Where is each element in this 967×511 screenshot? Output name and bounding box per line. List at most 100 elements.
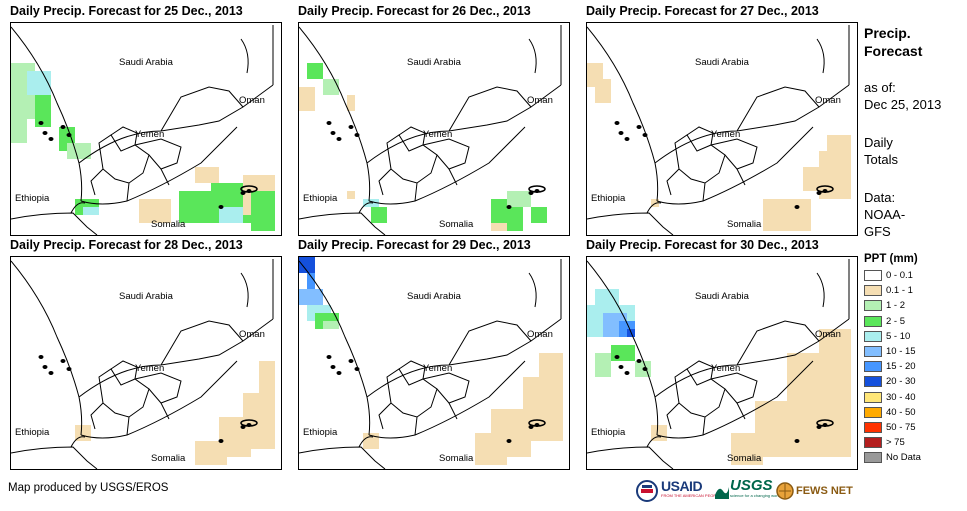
legend-label: > 75 xyxy=(886,437,905,449)
precip-cell xyxy=(83,207,99,215)
asof-label: as of: xyxy=(864,80,896,95)
legend-swatch xyxy=(864,285,882,297)
precip-cell xyxy=(299,289,323,305)
island-mark xyxy=(348,359,354,363)
label-ethiopia: Ethiopia xyxy=(15,193,50,204)
label-ethiopia: Ethiopia xyxy=(303,193,338,204)
legend-item: 30 - 40 xyxy=(864,390,921,405)
asof-date: Dec 25, 2013 xyxy=(864,97,942,112)
island-mark xyxy=(506,205,512,209)
boundary-line xyxy=(736,402,746,420)
precip-cell xyxy=(299,257,315,273)
label-yemen: Yemen xyxy=(711,363,741,374)
legend: PPT (mm) 0 - 0.1 0.1 - 1 1 - 2 2 - 5 5 - 10 1… xyxy=(864,253,921,465)
boundary-line xyxy=(378,402,392,430)
panel-title-3: Daily Precip. Forecast for 27 Dec., 2013 xyxy=(586,4,819,18)
island-mark xyxy=(218,439,224,443)
legend-label: 50 - 75 xyxy=(886,421,916,433)
island-mark xyxy=(42,131,48,135)
boundary-line xyxy=(126,182,130,202)
fewsnet-globe-icon xyxy=(776,482,794,500)
legend-title: PPT (mm) xyxy=(864,253,918,265)
island-mark xyxy=(326,355,332,359)
socotra-island xyxy=(528,185,546,193)
legend-swatch xyxy=(864,315,882,327)
panel-title-6: Daily Precip. Forecast for 30 Dec., 2013 xyxy=(586,238,819,252)
boundary-line xyxy=(11,212,98,235)
island-mark xyxy=(354,367,360,371)
precip-cell xyxy=(595,87,611,103)
boundary-line xyxy=(358,202,374,214)
socotra-island xyxy=(240,419,258,427)
legend-item: 1 - 2 xyxy=(864,298,921,313)
boundary-line xyxy=(90,168,104,196)
precip-cell xyxy=(507,191,531,207)
boundary-line xyxy=(448,320,532,366)
boundary-line xyxy=(299,446,386,469)
forecast-map-5: Saudi Arabia Oman Yemen Ethiopia Somalia xyxy=(298,256,570,470)
boundary-line xyxy=(368,360,526,439)
map-canvas xyxy=(587,259,851,469)
boundary-line xyxy=(11,260,83,436)
map-canvas xyxy=(299,25,562,235)
boundary-line xyxy=(587,446,674,469)
precip-cell xyxy=(219,207,243,223)
legend-swatch xyxy=(864,391,882,403)
panel-title-1: Daily Precip. Forecast for 25 Dec., 2013 xyxy=(10,4,243,18)
boundary-line xyxy=(90,402,104,430)
boundary-line xyxy=(666,168,680,196)
boundary-line xyxy=(710,138,758,170)
precip-cell xyxy=(475,433,507,465)
island-mark xyxy=(624,137,630,141)
precip-cell xyxy=(307,273,315,297)
label-saudi-arabia: Saudi Arabia xyxy=(407,291,461,302)
boundary-line xyxy=(686,360,714,380)
precip-cell xyxy=(763,199,811,231)
usaid-subtext: FROM THE AMERICAN PEOPLE xyxy=(661,493,721,498)
precip-cell xyxy=(603,79,611,87)
precip-cell xyxy=(27,71,51,95)
precip-cell xyxy=(491,223,507,231)
panel-title-2: Daily Precip. Forecast for 26 Dec., 2013 xyxy=(298,4,531,18)
boundary-line xyxy=(816,38,825,74)
boundary-line xyxy=(70,202,86,214)
forecast-map-1: Saudi Arabia Oman Yemen Ethiopia Somalia xyxy=(10,22,282,236)
socotra-island xyxy=(528,419,546,427)
sidebar-title: Precip. Forecast xyxy=(864,24,922,60)
sidebar-title-line1: Precip. xyxy=(864,25,911,41)
label-oman: Oman xyxy=(527,329,553,340)
boundary-line xyxy=(386,134,438,184)
boundary-line xyxy=(70,436,86,448)
label-ethiopia: Ethiopia xyxy=(15,427,50,438)
usgs-wave-icon xyxy=(715,487,729,499)
legend-item: 0.1 - 1 xyxy=(864,283,921,298)
boundary-line xyxy=(414,416,418,436)
socotra-island xyxy=(816,185,834,193)
forecast-map-2: Saudi Arabia Oman Yemen Ethiopia Somalia xyxy=(298,22,570,236)
boundary-line xyxy=(160,320,244,366)
island-mark xyxy=(48,137,54,141)
island-mark xyxy=(218,205,224,209)
sidebar-title-line2: Forecast xyxy=(864,43,923,59)
label-saudi-arabia: Saudi Arabia xyxy=(119,57,173,68)
legend-swatch xyxy=(864,270,882,282)
precip-cell xyxy=(595,289,619,305)
legend-swatch xyxy=(864,330,882,342)
boundary-line xyxy=(702,182,706,202)
panel-title-5: Daily Precip. Forecast for 29 Dec., 2013 xyxy=(298,238,531,252)
map-canvas xyxy=(11,259,275,469)
boundary-line xyxy=(11,446,98,469)
precip-cell xyxy=(587,63,603,87)
boundary-line xyxy=(587,260,659,436)
legend-rows: 0 - 0.1 0.1 - 1 1 - 2 2 - 5 5 - 10 10 - 15 15 … xyxy=(864,268,921,465)
fewsnet-logo: FEWS NET xyxy=(776,478,853,504)
label-saudi-arabia: Saudi Arabia xyxy=(119,291,173,302)
label-oman: Oman xyxy=(239,95,265,106)
label-somalia: Somalia xyxy=(151,219,186,230)
island-mark xyxy=(66,367,72,371)
island-mark xyxy=(642,133,648,137)
usaid-seal-icon xyxy=(636,480,658,502)
label-oman: Oman xyxy=(527,95,553,106)
boundary-line xyxy=(736,320,820,366)
legend-label: 10 - 15 xyxy=(886,346,916,358)
